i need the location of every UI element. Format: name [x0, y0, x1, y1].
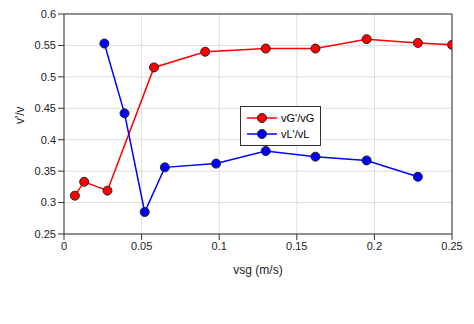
html-text:vG'/vG: vG'/vG: [281, 112, 315, 124]
svg-text:0.5: 0.5: [41, 71, 56, 83]
svg-text:0.6: 0.6: [41, 8, 56, 20]
svg-text:0.1: 0.1: [212, 240, 227, 252]
svg-text:0.55: 0.55: [35, 39, 56, 51]
svg-text:0.35: 0.35: [35, 165, 56, 177]
svg-text:0.3: 0.3: [41, 196, 56, 208]
svg-text:v'/v: v'/v: [13, 106, 27, 124]
svg-text:0.15: 0.15: [286, 240, 307, 252]
svg-text:0: 0: [61, 240, 67, 252]
svg-text:vsg (m/s): vsg (m/s): [233, 263, 282, 277]
html-text:vL'/vL: vL'/vL: [281, 128, 310, 140]
svg-text:0.25: 0.25: [441, 240, 462, 252]
svg-text:0.2: 0.2: [367, 240, 382, 252]
svg-text:0.25: 0.25: [35, 228, 56, 240]
svg-text:0.4: 0.4: [41, 134, 56, 146]
svg-text:0.05: 0.05: [131, 240, 152, 252]
svg-text:0.45: 0.45: [35, 102, 56, 114]
